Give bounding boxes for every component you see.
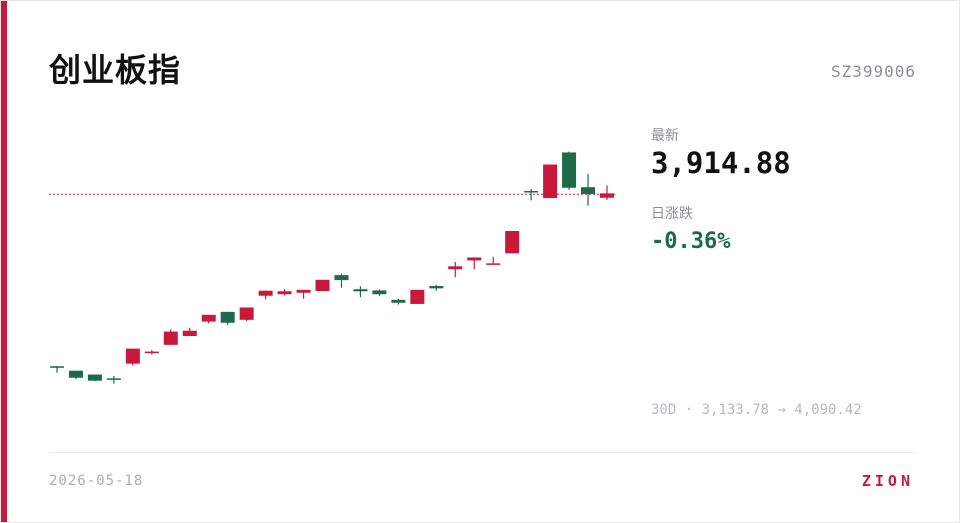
brand-logo: ZION	[861, 472, 914, 490]
candle	[144, 350, 159, 355]
candle	[220, 311, 235, 325]
candle-body	[467, 257, 482, 261]
candle-body	[315, 279, 330, 291]
candle-body	[220, 311, 235, 323]
candle	[125, 348, 140, 366]
candle	[182, 327, 197, 336]
candle	[334, 273, 349, 288]
candle-body	[106, 378, 121, 380]
candle-body	[505, 231, 520, 254]
candle-body	[334, 275, 349, 281]
candle	[429, 284, 444, 291]
candle	[239, 307, 254, 321]
candle-body	[68, 370, 83, 378]
candle	[600, 185, 614, 200]
latest-value: 3,914.88	[651, 146, 791, 180]
candle-body	[296, 289, 311, 293]
candle	[87, 374, 102, 382]
change-value: -0.36%	[651, 229, 731, 254]
candle	[258, 290, 273, 300]
candle	[391, 298, 406, 305]
candle-body	[562, 152, 577, 188]
candle	[562, 151, 577, 190]
candle	[410, 289, 425, 304]
candle-body	[144, 351, 159, 354]
candle-body	[448, 266, 463, 270]
candle-body	[201, 314, 216, 322]
accent-bar	[1, 1, 7, 522]
date-stamp: 2026-05-18	[49, 473, 144, 489]
candle	[448, 261, 463, 278]
candle-body	[600, 193, 614, 198]
candle-body	[581, 187, 596, 194]
change-label: 日涨跌	[651, 206, 693, 222]
candle	[486, 256, 501, 265]
candle-body	[277, 291, 292, 295]
candle	[315, 279, 330, 291]
candle	[163, 329, 178, 345]
candle	[581, 173, 596, 206]
candle	[353, 286, 368, 298]
candle-body	[125, 348, 140, 364]
candle	[277, 289, 292, 296]
candle-body	[429, 286, 444, 289]
footer-divider	[49, 452, 916, 453]
candle-body	[258, 290, 273, 296]
candle-body	[239, 307, 254, 320]
latest-label: 最新	[651, 128, 679, 144]
candle-body	[486, 263, 501, 265]
index-title: 创业板指	[49, 51, 182, 89]
range-summary: 30D · 3,133.78 → 4,090.42	[651, 402, 862, 418]
candle	[524, 188, 539, 201]
candle-body	[543, 164, 558, 199]
candle-body	[410, 289, 425, 304]
candle	[201, 314, 216, 324]
candle	[68, 370, 83, 380]
candle	[50, 366, 64, 373]
candle	[296, 289, 311, 299]
candle-body	[182, 330, 197, 336]
candle-body	[87, 374, 102, 381]
candle	[372, 289, 387, 296]
candle-body	[524, 191, 539, 193]
index-code: SZ399006	[830, 62, 916, 81]
candle	[106, 376, 121, 384]
candle-body	[391, 299, 406, 303]
candle-body	[353, 289, 368, 292]
candle	[505, 231, 520, 254]
candle	[543, 164, 558, 199]
candle-body	[50, 366, 64, 368]
candle-body	[372, 290, 387, 295]
candle-body	[163, 331, 178, 345]
candle	[467, 257, 482, 270]
